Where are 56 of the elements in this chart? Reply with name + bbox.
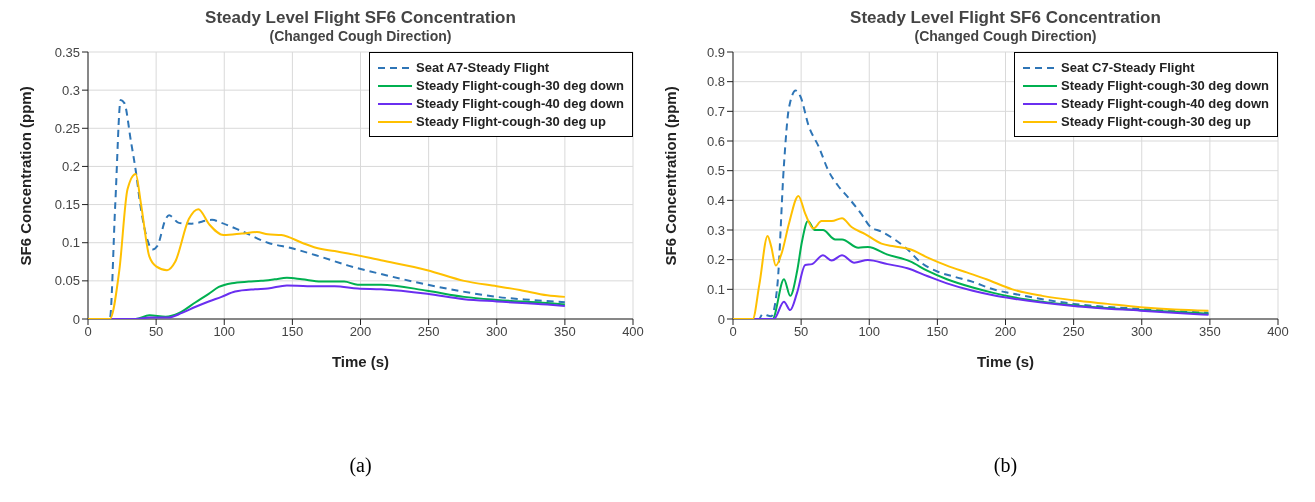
chart-subtitle: (Changed Cough Direction) (913, 28, 1098, 44)
x-tick-label: 0 (729, 324, 737, 340)
x-tick-label: 100 (858, 324, 881, 340)
x-tick-label: 250 (1062, 324, 1085, 340)
x-tick-label: 150 (281, 324, 304, 340)
x-axis-title: Time (s) (976, 353, 1035, 370)
text: (b) (992, 454, 1019, 477)
legend-label: Steady Flight-cough-30 deg down (416, 78, 624, 93)
y-tick-label: 0.05 (54, 273, 80, 289)
line-series (733, 194, 1210, 319)
y-tick-label: 0.8 (706, 74, 725, 90)
y-tick-label: 0.3 (706, 222, 725, 238)
y-axis-title: SF6 Concentration (ppm) (662, 86, 680, 266)
x-tick-label: 300 (1130, 324, 1153, 340)
legend-label: Seat C7-Steady Flight (1061, 60, 1195, 75)
y-tick-label: 0.9 (706, 44, 725, 60)
chart-title: Steady Level Flight SF6 Concentration (849, 8, 1162, 28)
x-tick-label: 150 (926, 324, 949, 340)
x-tick-label: 250 (417, 324, 440, 340)
x-tick-label: 400 (622, 324, 644, 340)
y-tick-label: 0 (717, 311, 725, 327)
y-tick-label: 0.2 (706, 252, 725, 268)
y-tick-label: 0.7 (706, 103, 725, 119)
y-axis-title: SF6 Concentration (ppm) (17, 86, 35, 266)
x-tick-label: 400 (1267, 324, 1289, 340)
x-tick-label: 350 (1199, 324, 1221, 340)
y-tick-label: 0.1 (706, 281, 725, 297)
chart-title: Steady Level Flight SF6 Concentration (204, 8, 517, 28)
y-tick-label: 0.35 (54, 44, 80, 60)
x-tick-label: 300 (485, 324, 508, 340)
y-tick-label: 0.4 (706, 192, 725, 208)
y-tick-label: 0.15 (54, 197, 80, 213)
y-tick-label: 0.2 (61, 159, 80, 175)
x-axis-title: Time (s) (331, 353, 390, 370)
y-tick-label: 0.1 (61, 235, 80, 251)
x-tick-label: 0 (84, 324, 92, 340)
legend-label: Steady Flight-cough-40 deg down (416, 96, 624, 111)
y-tick-label: 0.3 (61, 82, 80, 98)
line-series (88, 173, 566, 319)
text: (a) (348, 454, 373, 477)
legend-label: Steady Flight-cough-40 deg down (1061, 96, 1269, 111)
y-tick-label: 0.6 (706, 133, 725, 149)
x-tick-label: 200 (349, 324, 372, 340)
y-tick-label: 0 (72, 311, 80, 327)
legend-label: Steady Flight-cough-30 deg down (1061, 78, 1269, 93)
x-tick-label: 350 (554, 324, 576, 340)
legend-label: Steady Flight-cough-30 deg up (416, 114, 606, 129)
y-tick-label: 0.5 (706, 163, 725, 179)
x-tick-label: 50 (793, 324, 809, 340)
y-tick-label: 0.25 (54, 120, 80, 136)
legend-label: Steady Flight-cough-30 deg up (1061, 114, 1251, 129)
x-tick-label: 200 (994, 324, 1017, 340)
x-tick-label: 50 (148, 324, 164, 340)
legend-label: Seat A7-Steady Flight (416, 60, 550, 75)
chart-subtitle: (Changed Cough Direction) (268, 28, 453, 44)
x-tick-label: 100 (213, 324, 236, 340)
